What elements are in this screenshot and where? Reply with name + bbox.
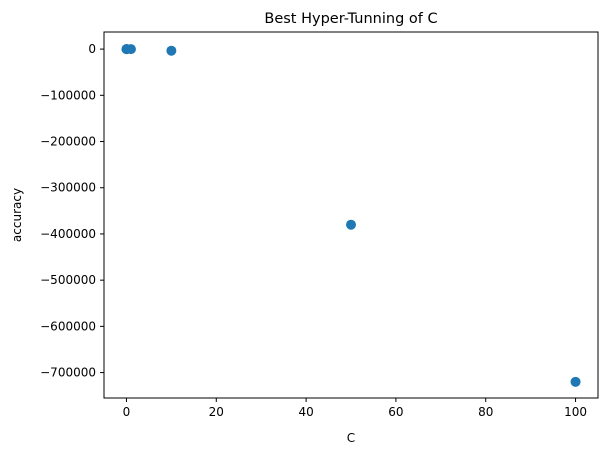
x-tick-label: 60 xyxy=(388,405,403,419)
data-point xyxy=(166,45,177,56)
data-point xyxy=(346,219,356,230)
y-tick-label: −100000 xyxy=(40,88,96,102)
plot-frame xyxy=(103,31,599,399)
y-tick-label: −700000 xyxy=(40,366,96,380)
y-tick-label: −300000 xyxy=(40,181,96,195)
x-tick-label: 80 xyxy=(478,405,493,419)
y-axis-label: accuracy xyxy=(10,188,24,242)
x-tick-label: 40 xyxy=(298,405,313,419)
x-tick-label: 20 xyxy=(209,405,224,419)
chart-title: Best Hyper-Tunning of C xyxy=(264,11,437,27)
y-tick-label: 0 xyxy=(88,42,96,56)
y-tick-label: −200000 xyxy=(40,135,96,149)
x-tick-label: 100 xyxy=(564,405,587,419)
y-tick-label: −500000 xyxy=(40,273,96,287)
x-tick-label: 0 xyxy=(123,405,131,419)
scatter-points xyxy=(121,44,581,387)
y-tick-label: −400000 xyxy=(40,227,96,241)
x-axis-ticks: 0 20 40 60 80 100 xyxy=(123,398,587,419)
x-axis-label: C xyxy=(347,431,355,445)
y-tick-label: −600000 xyxy=(40,319,96,333)
data-point xyxy=(570,376,581,387)
y-axis-ticks: 0 −100000 −200000 −300000 −400000 −500000 −600… xyxy=(40,42,104,380)
data-point xyxy=(125,44,136,55)
